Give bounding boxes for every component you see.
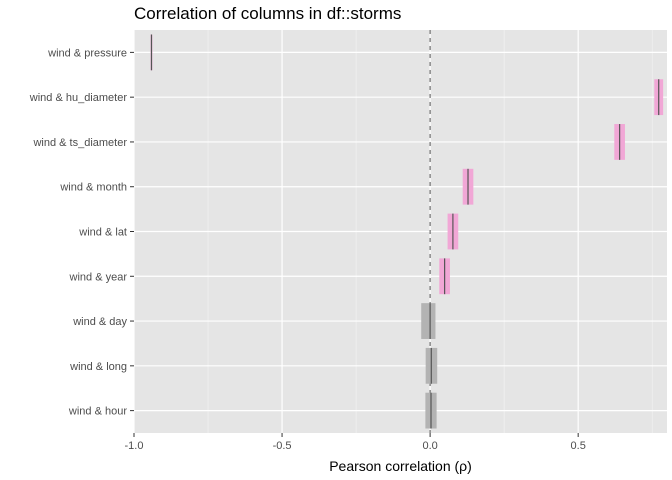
y-tick-label: wind & day — [72, 316, 127, 328]
chart-title: Correlation of columns in df::storms — [134, 4, 402, 23]
y-tick-label: wind & hu_diameter — [29, 92, 128, 104]
x-tick-label: -1.0 — [125, 440, 144, 452]
y-tick-label: wind & lat — [78, 227, 127, 239]
y-tick-label: wind & long — [69, 361, 127, 373]
x-tick-label: 0.0 — [422, 440, 437, 452]
y-tick-label: wind & year — [69, 271, 128, 283]
y-tick-label: wind & ts_diameter — [32, 137, 127, 149]
y-tick-label: wind & hour — [68, 406, 127, 418]
y-tick-label: wind & month — [59, 182, 127, 194]
y-tick-label: wind & pressure — [47, 47, 127, 59]
x-tick-label: 0.5 — [571, 440, 586, 452]
correlation-marks — [150, 34, 664, 429]
x-tick-label: -0.5 — [273, 440, 292, 452]
ci-box — [421, 303, 436, 339]
x-axis: -1.0 -0.5 0.0 0.5 — [125, 433, 586, 452]
x-axis-label: Pearson correlation (ρ) — [329, 458, 472, 474]
